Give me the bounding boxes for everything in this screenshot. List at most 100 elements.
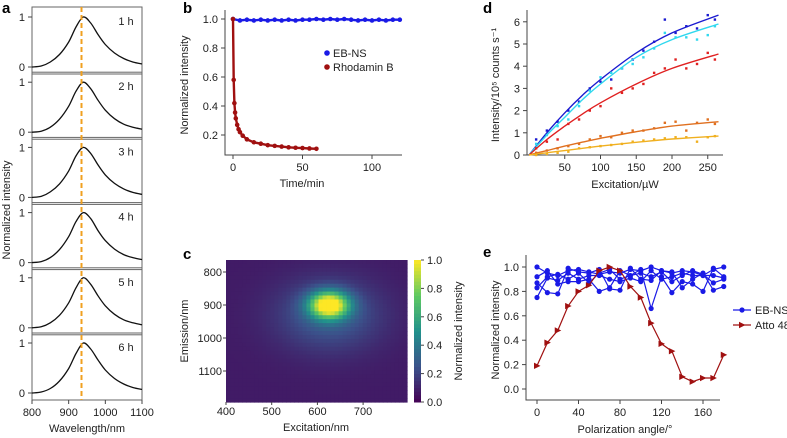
data-point [599,144,602,148]
heatmap-cell [262,260,267,265]
heatmap-cell [254,299,259,304]
legend-marker [739,307,745,313]
heatmap-cell [342,390,348,395]
heatmap-cell [342,331,348,336]
heatmap-cell [326,291,332,297]
heatmap-cell [274,283,279,289]
heatmap-cell [338,374,344,379]
heatmap-cell [350,342,356,348]
heatmap-cell [330,342,336,348]
heatmap-cell [286,323,291,328]
heatmap-cell [354,303,360,308]
heatmap-cell [262,331,267,336]
heatmap-cell [358,263,364,269]
heatmap-cell [382,390,388,395]
heatmap-cell [386,279,392,285]
heatmap-cell [234,303,239,308]
heatmap-cell [330,311,336,316]
heatmap-cell [386,267,392,273]
heatmap-cell [342,374,348,379]
heatmap-cell [234,319,239,324]
heatmap-cell [318,307,324,312]
heatmap-cell [282,366,287,372]
heatmap-cell [326,398,332,403]
heatmap-cell [386,291,392,297]
heatmap-cell [322,331,328,336]
heatmap-cell [402,386,408,391]
heatmap-cell [350,303,356,308]
heatmap-cell [402,311,408,316]
heatmap-cell [382,319,388,324]
heatmap-cell [342,263,348,269]
heatmap-cell [378,283,384,289]
heatmap-cell [314,342,320,348]
heatmap-cell [234,295,239,301]
heatmap-cell [390,311,396,316]
heatmap-cell [326,267,332,273]
heatmap-cell [334,323,340,328]
heatmap-cell [362,283,368,289]
heatmap-cell [270,311,275,316]
heatmap-cell [382,287,388,293]
heatmap-cell [378,323,384,328]
heatmap-cell [334,378,340,383]
heatmap-cell [270,338,275,344]
heatmap-cell [230,334,235,340]
colorbar-tick-label: 0.0 [427,397,442,409]
heatmap-cell [366,279,372,285]
heatmap-cell [374,323,380,328]
heatmap-cell [390,342,396,348]
heatmap-cell [262,263,267,269]
heatmap-cell [370,354,376,360]
data-point [685,36,688,39]
data-point [685,67,688,70]
heatmap-cell [346,291,352,297]
heatmap-cell [398,260,404,265]
heatmap-cell [382,370,388,375]
heatmap-cell [262,362,267,368]
heatmap-cell [310,319,316,324]
heatmap-cell [338,295,344,301]
heatmap-cell [230,263,235,269]
heatmap-cell [362,394,368,399]
heatmap-cell [230,338,235,344]
heatmap-cell [314,323,320,328]
data-point [652,40,656,43]
heatmap-cell [226,354,231,360]
heatmap-cell [374,331,380,336]
data-point [648,268,654,274]
heatmap-cell [334,350,340,356]
heatmap-cell [330,271,336,277]
heatmap-cell [342,299,348,304]
heatmap-cell [274,260,279,265]
heatmap-cell [342,267,348,273]
heatmap-cell [382,398,388,403]
heatmap-cell [294,386,299,391]
heatmap-cell [258,315,263,320]
heatmap-cell [318,315,324,320]
heatmap-cell [270,346,275,352]
heatmap-cell [290,366,295,372]
heatmap-cell [326,295,332,301]
heatmap-cell [226,311,231,316]
heatmap-cell [378,315,384,320]
heatmap-cell [330,350,336,356]
heatmap-cell [394,267,400,273]
data-point [588,89,591,92]
heatmap-cell [302,303,308,308]
heatmap-cell [386,386,392,391]
heatmap-cell [394,378,400,383]
heatmap-cell [370,374,376,379]
heatmap-cell [390,303,396,308]
heatmap-cell [370,366,376,372]
heatmap-cell [314,279,320,285]
heatmap-cell [266,275,271,281]
heatmap-cell [266,346,271,352]
y-tick-label: 0.8 [203,43,218,55]
heatmap-cell [358,366,364,372]
heatmap-cell [358,275,364,281]
heatmap-cell [350,319,356,324]
heatmap-cell [370,271,376,277]
heatmap-cell [294,374,299,379]
heatmap-cell [302,263,308,269]
